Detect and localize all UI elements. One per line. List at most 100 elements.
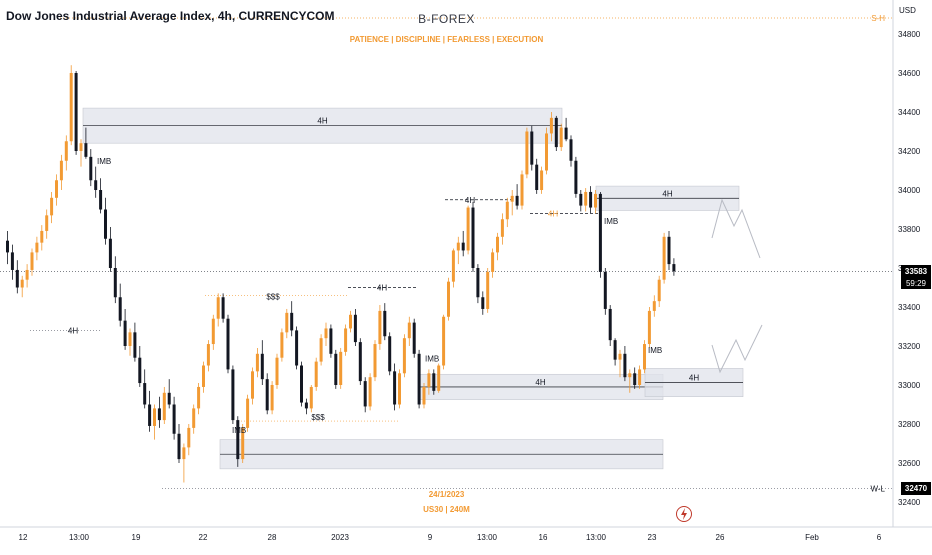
- projection-path: [711, 324, 763, 374]
- candle-body: [241, 427, 245, 460]
- time-tick-label: 13:00: [586, 533, 607, 542]
- candle-body: [324, 328, 328, 339]
- candle-body: [594, 193, 597, 208]
- price-tick-label: 32400: [898, 498, 921, 507]
- time-tick-label: 26: [716, 533, 725, 542]
- candle-body: [447, 281, 450, 317]
- annotation-label: IMB: [648, 346, 662, 355]
- candle-body: [64, 141, 68, 161]
- candle-body: [99, 190, 103, 210]
- candle-body: [197, 386, 201, 409]
- time-tick-label: 6: [877, 533, 882, 542]
- candle-body: [363, 381, 367, 407]
- annotation-label: 4H: [548, 209, 558, 218]
- candle-body: [657, 279, 661, 302]
- candle-body: [35, 242, 39, 253]
- candle-body: [15, 269, 19, 288]
- candle-body: [471, 207, 475, 268]
- symbol-timeframe: US30 | 240M: [423, 505, 470, 514]
- time-tick-label: 13:00: [69, 533, 90, 542]
- candle-body: [427, 373, 431, 387]
- candle-body: [652, 301, 656, 311]
- time-tick-label: 12: [19, 533, 28, 542]
- candle-body: [84, 143, 88, 157]
- candle-body: [564, 127, 568, 140]
- candle-body: [143, 383, 147, 405]
- candle-body: [378, 310, 382, 345]
- candle-body: [672, 264, 676, 272]
- annotation-label: IMB: [604, 217, 618, 226]
- candle-body: [608, 308, 612, 341]
- candle-body: [6, 240, 9, 253]
- candle-body: [251, 371, 254, 399]
- candle-body: [30, 252, 34, 270]
- candle-body: [437, 365, 441, 391]
- candle-body: [545, 133, 548, 171]
- candle-body: [554, 117, 558, 148]
- candle-body: [633, 373, 637, 385]
- candle-body: [530, 131, 534, 165]
- candle-body: [329, 328, 333, 354]
- candle-body: [579, 193, 583, 206]
- candle-body: [206, 344, 210, 366]
- candle-body: [358, 342, 362, 382]
- brand-name: B-FOREX: [418, 12, 475, 26]
- candle-body: [177, 433, 181, 460]
- candle-body: [491, 252, 495, 272]
- candle-body: [10, 252, 14, 270]
- candle-body: [211, 318, 215, 345]
- candle-body: [285, 312, 289, 333]
- candle-body: [69, 73, 73, 142]
- candle-body: [540, 170, 544, 190]
- price-tick-label: 32600: [898, 459, 921, 468]
- candle-body: [603, 271, 607, 309]
- currency-label: USD: [899, 6, 916, 15]
- annotation-label: 4H: [465, 196, 475, 205]
- candle-body: [202, 365, 205, 387]
- candle-body: [353, 314, 357, 343]
- annotation-label: $$$: [266, 292, 280, 301]
- candle-body: [113, 268, 117, 298]
- candle-body: [618, 353, 622, 360]
- time-tick-label: 16: [539, 533, 548, 542]
- candle-body: [383, 310, 387, 337]
- price-tick-label: 34800: [898, 30, 921, 39]
- time-tick-label: 9: [428, 533, 433, 542]
- candle-body: [236, 420, 240, 460]
- candle-body: [314, 361, 318, 387]
- price-tick-label: 34000: [898, 186, 921, 195]
- candle-body: [59, 160, 63, 181]
- candle-body: [55, 180, 58, 198]
- candle-body: [515, 195, 519, 206]
- low-price-tag: 32470: [901, 482, 931, 495]
- flash-icon[interactable]: [675, 505, 693, 523]
- time-tick-label: 13:00: [477, 533, 498, 542]
- candle-body: [118, 297, 122, 321]
- candle-body: [50, 197, 54, 216]
- candle-body: [108, 238, 112, 268]
- candle-body: [334, 353, 338, 385]
- candle-body: [476, 268, 480, 298]
- candle-body: [422, 386, 426, 405]
- candle-body: [525, 131, 529, 175]
- zone-label: 4H: [317, 117, 327, 126]
- candle-body: [349, 314, 352, 329]
- candle-body: [647, 310, 651, 345]
- candle-body: [486, 271, 490, 309]
- candle-body: [505, 201, 509, 220]
- candle-body: [270, 385, 274, 411]
- candle-body: [628, 373, 632, 378]
- candle-body: [172, 404, 176, 434]
- candle-body: [613, 340, 617, 360]
- candle-body: [260, 353, 264, 380]
- candle-body: [187, 427, 191, 448]
- annotation-label: $$$: [311, 413, 325, 422]
- candle-body: [255, 353, 259, 372]
- candle-body: [45, 215, 49, 231]
- candle-body: [25, 269, 29, 280]
- time-tick-label: 23: [648, 533, 657, 542]
- candle-body: [412, 322, 416, 354]
- candle-body: [598, 193, 602, 272]
